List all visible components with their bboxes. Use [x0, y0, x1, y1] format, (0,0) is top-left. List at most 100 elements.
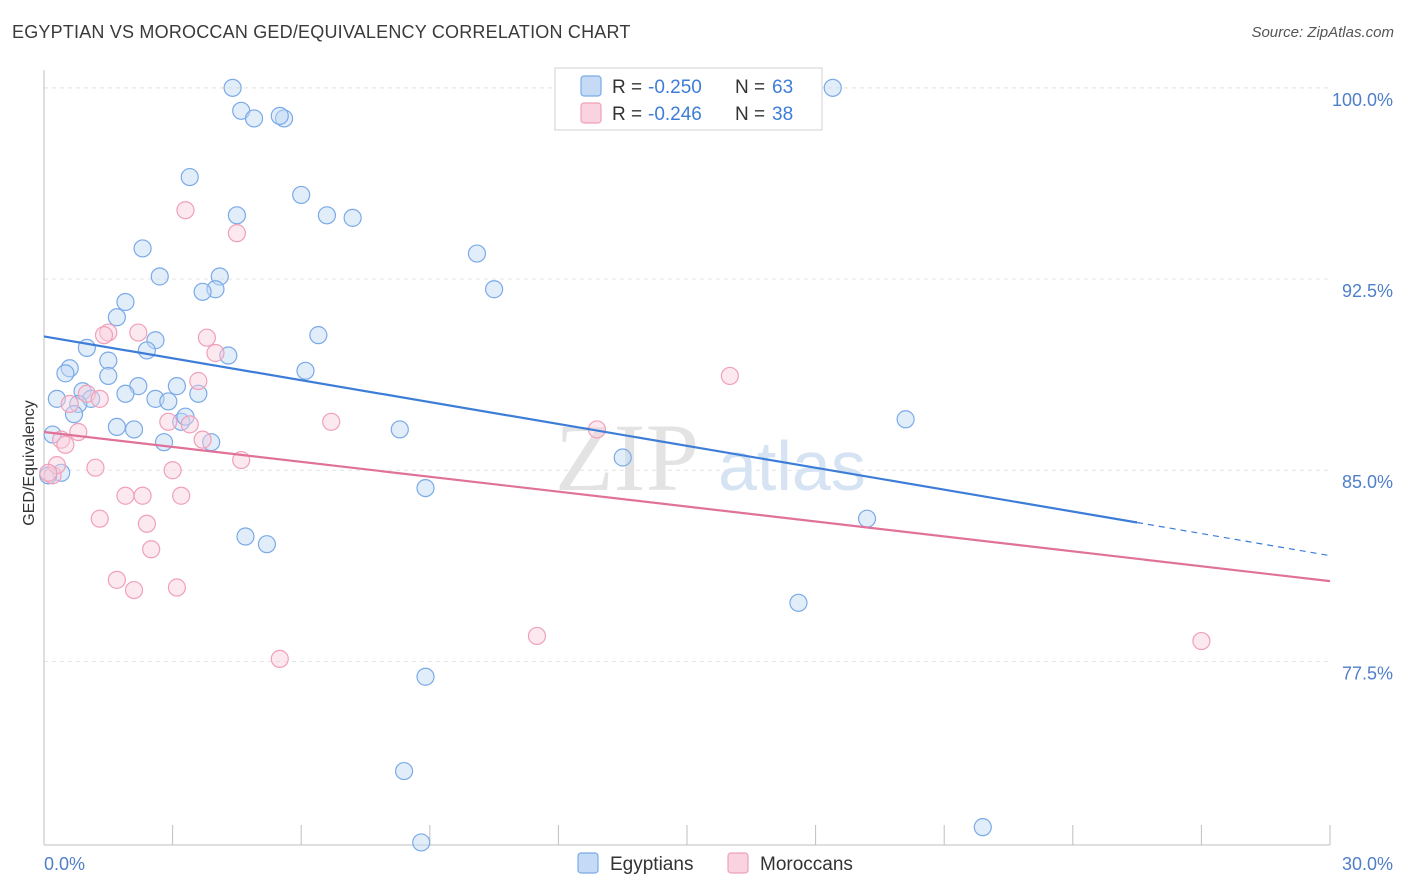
egyptians-trend-extension — [1136, 521, 1331, 557]
egyptian-point-57 — [789, 593, 808, 612]
egyptian-point-22 — [137, 341, 156, 360]
bottom-legend-moroccans: Moroccans — [760, 854, 853, 875]
egyptian-point-59 — [394, 761, 414, 781]
legend-n-label-mo: N = — [735, 104, 765, 125]
egyptian-point-55 — [236, 527, 255, 546]
egyptian-point-13 — [150, 267, 169, 286]
legend-swatch-moroccans — [580, 102, 602, 124]
egyptian-point-12 — [467, 244, 487, 263]
egyptian-point-2 — [244, 109, 264, 128]
egyptian-point-58 — [416, 667, 435, 686]
egyptian-point-43 — [390, 420, 409, 439]
moroccan-point-7 — [189, 371, 208, 391]
moroccan-point-35 — [1192, 631, 1211, 651]
egyptians-points — [39, 78, 992, 852]
y-tick-label-1: 92.5% — [1342, 281, 1393, 301]
egyptian-point-45 — [124, 420, 144, 439]
moroccan-point-25 — [116, 486, 135, 505]
y-axis-label: GED/Equivalency — [21, 400, 38, 525]
moroccan-point-4 — [94, 326, 114, 345]
legend-n-label-eg: N = — [735, 77, 765, 98]
moroccan-point-14 — [322, 412, 341, 431]
egyptian-point-60 — [973, 818, 992, 837]
bottom-legend-swatch-egyptians — [577, 852, 599, 874]
legend-swatch-egyptians — [580, 75, 602, 97]
stats-legend: R = -0.250 N = 63 R = -0.246 N = 38 — [554, 67, 823, 131]
egyptian-point-18 — [116, 292, 135, 312]
egyptian-point-33 — [116, 384, 135, 403]
y-tick-label-3: 77.5% — [1342, 663, 1393, 683]
legend-r-label-eg: R = — [612, 77, 642, 98]
moroccan-point-27 — [172, 486, 191, 505]
egyptian-point-4 — [270, 106, 289, 125]
legend-r-value-mo: -0.246 — [648, 104, 702, 125]
moroccan-point-22 — [163, 461, 182, 480]
egyptian-point-54 — [857, 509, 877, 528]
egyptian-point-39 — [159, 392, 178, 411]
legend-n-value-eg: 63 — [772, 77, 793, 98]
x-tick-label-0: 0.0% — [44, 854, 85, 874]
egyptian-point-27 — [99, 351, 118, 370]
egyptian-point-10 — [343, 208, 362, 227]
legend-n-value-mo: 38 — [772, 104, 793, 125]
egyptian-point-19 — [107, 308, 126, 327]
moroccan-point-32 — [124, 580, 144, 600]
moroccan-point-18 — [56, 435, 75, 454]
egyptian-point-26 — [56, 364, 75, 383]
moroccans-trend-line — [43, 430, 1331, 583]
moroccan-point-12 — [159, 412, 178, 431]
moroccan-point-21 — [86, 458, 105, 477]
moroccan-point-13 — [180, 415, 199, 434]
egyptian-point-16 — [193, 282, 212, 301]
moroccan-point-0 — [176, 201, 195, 220]
grid-lines — [44, 87, 1330, 662]
bottom-legend-swatch-moroccans — [727, 852, 749, 874]
egyptian-point-6 — [180, 167, 199, 187]
moroccan-point-1 — [227, 224, 246, 243]
moroccan-point-3 — [129, 323, 148, 342]
chart-title: EGYPTIAN VS MOROCCAN GED/EQUIVALENCY COR… — [12, 22, 631, 42]
moroccan-point-29 — [137, 514, 156, 533]
trend-lines — [43, 335, 1331, 583]
moroccan-point-6 — [206, 343, 225, 363]
moroccan-point-36 — [270, 649, 289, 668]
egyptian-point-9 — [317, 206, 337, 225]
moroccan-point-28 — [90, 509, 109, 528]
egyptian-point-53 — [416, 478, 435, 498]
egyptian-point-11 — [133, 239, 152, 258]
egyptian-point-48 — [154, 433, 174, 452]
tick-labels: 100.0% 92.5% 85.0% 77.5% 0.0% 30.0% — [44, 90, 1393, 874]
egyptian-point-29 — [296, 361, 315, 380]
axes — [43, 70, 1331, 846]
watermark-atlas: atlas — [718, 427, 866, 505]
chart-source: Source: ZipAtlas.com — [1251, 24, 1394, 41]
bottom-legend-egyptians: Egyptians — [610, 854, 693, 875]
egyptian-point-7 — [292, 185, 311, 205]
egyptian-point-31 — [167, 377, 186, 396]
moroccan-point-5 — [197, 328, 216, 347]
egyptian-point-56 — [257, 535, 277, 554]
moroccans-points — [39, 201, 1211, 668]
egyptian-point-0 — [223, 78, 242, 97]
egyptian-point-50 — [613, 448, 632, 467]
moroccan-point-10 — [90, 389, 109, 408]
egyptian-point-20 — [309, 326, 328, 345]
moroccan-point-34 — [527, 626, 547, 646]
moroccan-point-31 — [107, 570, 126, 589]
egyptian-point-44 — [107, 417, 126, 437]
watermark: ZIP atlas — [555, 404, 866, 511]
moroccan-point-8 — [720, 366, 739, 386]
legend-r-value-eg: -0.250 — [648, 77, 702, 98]
legend-r-label-mo: R = — [612, 104, 642, 125]
y-tick-label-2: 85.0% — [1342, 472, 1393, 492]
egyptian-point-46 — [896, 410, 915, 429]
egyptian-point-61 — [412, 833, 431, 852]
moroccan-point-33 — [167, 578, 186, 597]
moroccan-point-19 — [193, 430, 212, 449]
moroccan-point-37 — [39, 463, 58, 482]
egyptian-point-17 — [485, 280, 504, 299]
x-tick-label-1: 30.0% — [1342, 854, 1393, 874]
moroccan-point-30 — [142, 540, 161, 559]
egyptian-point-5 — [823, 78, 842, 97]
